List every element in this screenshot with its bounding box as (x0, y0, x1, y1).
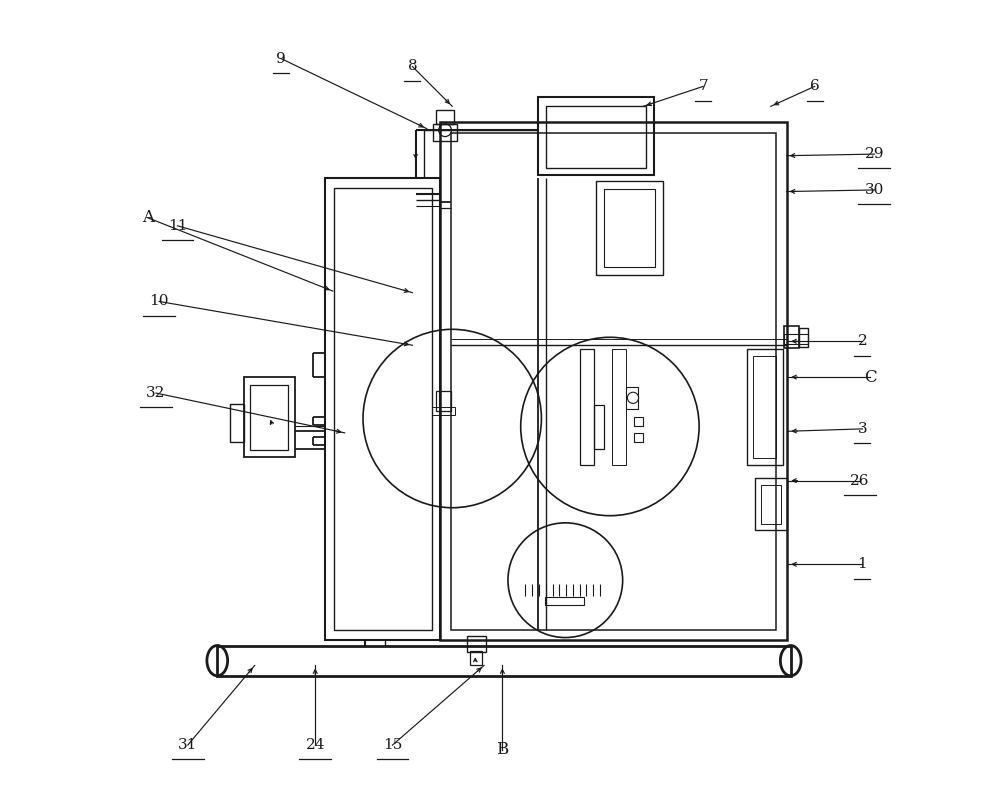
Bar (580, 349, 594, 464)
Bar (626, 387, 638, 409)
Text: B: B (496, 741, 509, 759)
Text: C: C (864, 369, 877, 386)
Bar (325, 178, 440, 640)
Text: 24: 24 (305, 738, 325, 752)
Bar (546, 106, 646, 168)
Text: A: A (142, 209, 154, 226)
Text: 15: 15 (383, 738, 402, 752)
Bar (634, 433, 643, 443)
Bar (596, 181, 663, 275)
Bar (334, 188, 432, 630)
Text: 2: 2 (858, 334, 867, 348)
Text: 6: 6 (810, 79, 819, 93)
Text: 3: 3 (858, 422, 867, 435)
Bar (604, 189, 655, 267)
Bar (784, 334, 808, 343)
Bar (436, 391, 451, 411)
Bar (217, 646, 791, 676)
Bar (470, 651, 482, 666)
Bar (784, 326, 799, 348)
Text: 30: 30 (865, 183, 884, 197)
Bar (594, 405, 604, 449)
Text: 10: 10 (149, 294, 169, 309)
Bar (612, 349, 626, 464)
Text: 32: 32 (146, 386, 166, 400)
Bar (432, 407, 455, 415)
Text: 9: 9 (276, 51, 286, 66)
Bar (747, 349, 783, 464)
Text: 7: 7 (698, 79, 708, 93)
Bar (230, 404, 244, 443)
Text: 11: 11 (168, 219, 187, 233)
Bar (451, 133, 776, 630)
Bar (799, 328, 808, 346)
Text: 26: 26 (850, 474, 870, 488)
Bar (538, 97, 654, 175)
Text: 8: 8 (408, 59, 417, 74)
Bar (753, 356, 776, 459)
Bar (755, 478, 787, 530)
Bar (250, 385, 288, 451)
Bar (436, 110, 454, 124)
Bar (634, 417, 643, 427)
Bar (545, 597, 584, 605)
Text: 29: 29 (865, 147, 884, 161)
Text: 1: 1 (858, 557, 867, 571)
Text: 31: 31 (178, 738, 197, 752)
Bar (467, 636, 486, 652)
Bar (440, 122, 787, 640)
Bar (244, 377, 295, 457)
Bar (433, 124, 457, 141)
Bar (761, 484, 781, 525)
